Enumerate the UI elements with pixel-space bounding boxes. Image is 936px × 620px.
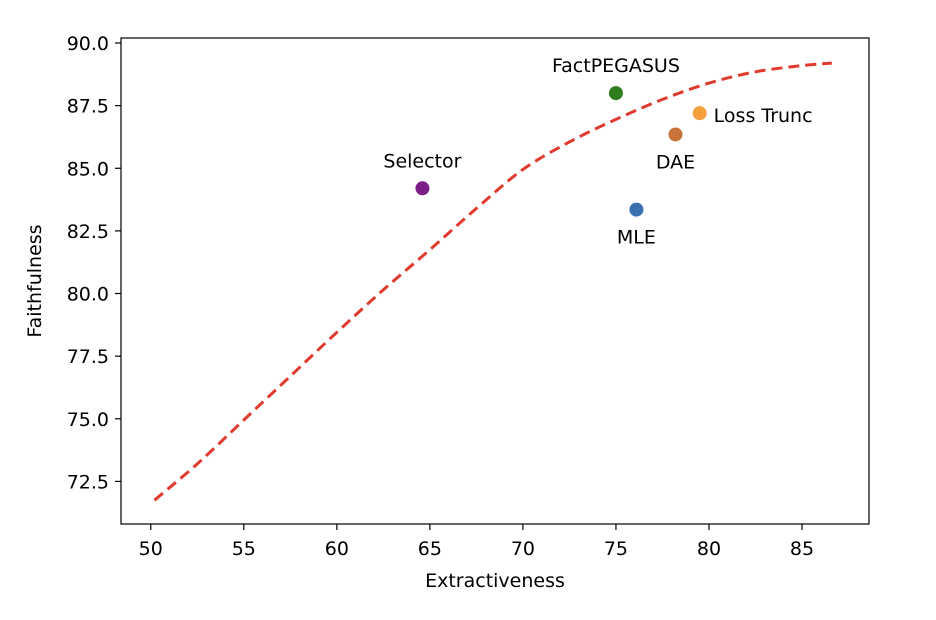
x-tick-label: 60 <box>325 538 349 560</box>
y-tick-label: 72.5 <box>67 471 109 493</box>
x-tick-label: 85 <box>790 538 814 560</box>
plot-frame <box>120 37 870 525</box>
point-label-factpegasus: FactPEGASUS <box>552 55 680 77</box>
y-tick-label: 87.5 <box>67 96 109 118</box>
axes-layer: 50 55 60 65 70 75 80 85 72.5 75.0 77.5 80.0 82.5 85.0… <box>67 33 870 560</box>
x-tick-label: 55 <box>232 538 256 560</box>
point-label-dae: DAE <box>656 151 695 173</box>
curve-layer <box>153 61 832 502</box>
labels-layer: Selector FactPEGASUS Loss Trunc DAE MLE <box>383 55 812 248</box>
x-tick-label: 75 <box>604 538 628 560</box>
point-label-loss-trunc: Loss Trunc <box>714 105 813 127</box>
x-tick-label: 50 <box>139 538 163 560</box>
point-dae <box>668 127 683 142</box>
x-tick-label: 80 <box>697 538 721 560</box>
y-tick-label: 90.0 <box>67 33 109 55</box>
point-selector <box>415 181 430 196</box>
points-layer <box>415 86 707 217</box>
x-tick-label: 65 <box>418 538 442 560</box>
point-label-mle: MLE <box>617 227 656 249</box>
point-mle <box>629 202 644 217</box>
y-tick-label: 85.0 <box>67 158 109 180</box>
point-label-selector: Selector <box>383 150 461 172</box>
y-tick-label: 75.0 <box>67 409 109 431</box>
x-tick-label: 70 <box>511 538 535 560</box>
x-axis-title: Extractiveness <box>425 570 565 592</box>
y-tick-label: 77.5 <box>67 346 109 368</box>
y-axis-title: Faithfulness <box>24 224 46 337</box>
point-loss-trunc <box>692 106 707 121</box>
y-tick-label: 82.5 <box>67 221 109 243</box>
y-tick-label: 80.0 <box>67 284 109 306</box>
point-factpegasus <box>608 86 623 101</box>
frontier-curve <box>153 61 832 502</box>
